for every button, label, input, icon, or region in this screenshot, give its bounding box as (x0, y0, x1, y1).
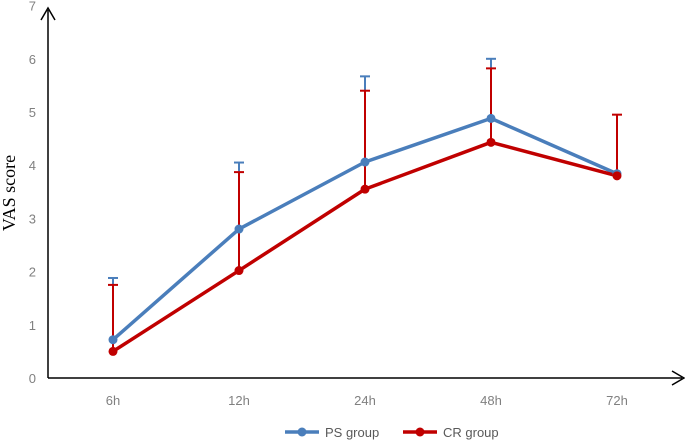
x-tick-label: 24h (354, 393, 376, 408)
y-tick-label: 2 (29, 265, 36, 280)
x-tick-labels: 6h 12h 24h 48h 72h (106, 393, 628, 408)
y-axis-arrow (40, 6, 56, 21)
series-points (108, 113, 622, 356)
data-point (234, 224, 244, 234)
data-point (360, 184, 370, 194)
error-bars (108, 57, 622, 352)
data-point (360, 157, 370, 167)
legend-label: PS group (325, 425, 379, 440)
y-tick-label: 5 (29, 105, 36, 120)
data-point (108, 346, 118, 356)
y-tick-label: 3 (29, 211, 36, 226)
data-point (486, 113, 496, 123)
legend: PS group CR group (285, 425, 499, 440)
x-tick-label: 48h (480, 393, 502, 408)
y-axis-title: VAS score (0, 155, 19, 231)
axes (40, 6, 685, 386)
y-tick-label: 6 (29, 52, 36, 67)
legend-marker (297, 427, 307, 437)
y-tick-label: 7 (29, 0, 36, 14)
legend-label: CR group (443, 425, 499, 440)
y-tick-label: 1 (29, 318, 36, 333)
y-tick-label: 0 (29, 371, 36, 386)
data-point (108, 335, 118, 345)
y-tick-labels: 0 1 2 3 4 5 6 7 (29, 0, 36, 386)
x-tick-label: 12h (228, 393, 250, 408)
x-tick-label: 72h (606, 393, 628, 408)
x-tick-label: 6h (106, 393, 120, 408)
legend-marker (415, 427, 425, 437)
data-point (234, 266, 244, 276)
data-point (486, 137, 496, 147)
y-tick-label: 4 (29, 158, 36, 173)
data-point (612, 171, 622, 181)
x-axis-arrow (671, 370, 685, 386)
